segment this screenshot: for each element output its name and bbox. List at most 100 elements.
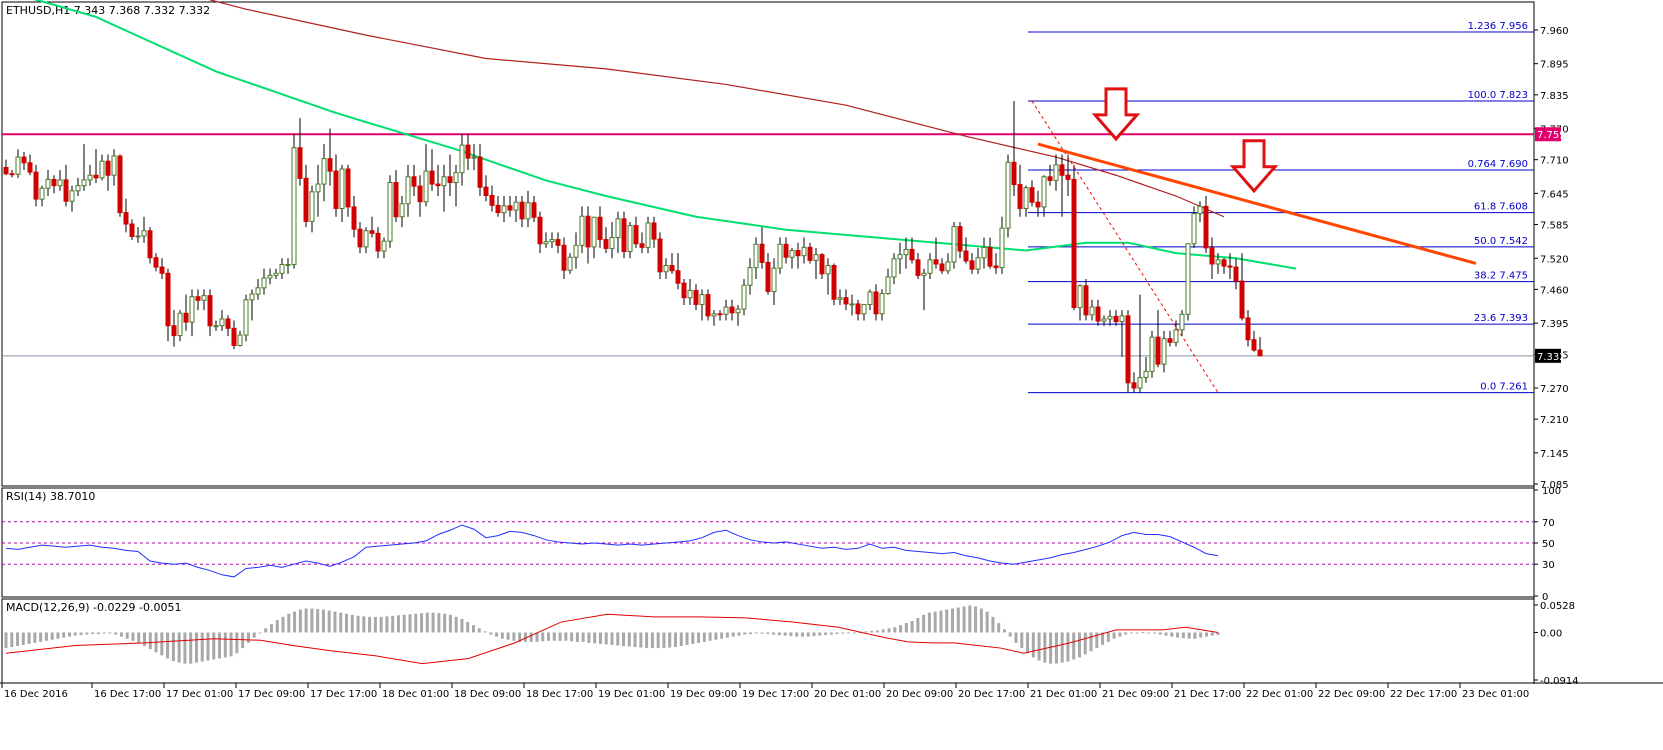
time-axis-label: 19 Dec 01:00 bbox=[598, 689, 665, 700]
price-panel: 7.9607.8957.8357.7707.7107.6457.5857.520… bbox=[2, 0, 1569, 491]
macd-histogram-bar bbox=[1187, 632, 1191, 639]
bearish-candle bbox=[171, 325, 177, 337]
bearish-candle bbox=[507, 205, 513, 211]
bearish-candle bbox=[207, 295, 213, 327]
bearish-candle bbox=[1083, 285, 1089, 316]
price-chart-title: ETHUSD,H1 7.343 7.368 7.332 7.332 bbox=[6, 4, 210, 17]
macd-histogram-bar bbox=[760, 632, 764, 634]
fib-level-label: 0.0 7.261 bbox=[1480, 382, 1528, 393]
macd-histogram-bar bbox=[627, 632, 631, 647]
bullish-candle bbox=[825, 265, 831, 275]
bearish-candle bbox=[1257, 349, 1263, 357]
price-axis-label: 7.960 bbox=[1540, 26, 1569, 37]
bullish-candle bbox=[255, 287, 261, 295]
macd-histogram-bar bbox=[189, 632, 193, 664]
bearish-candle bbox=[585, 215, 591, 248]
bearish-candle bbox=[225, 318, 231, 329]
bearish-candle bbox=[1251, 339, 1257, 351]
bearish-candle bbox=[1239, 280, 1245, 319]
bullish-candle bbox=[261, 277, 267, 289]
macd-histogram-bar bbox=[119, 632, 123, 637]
bullish-candle bbox=[423, 170, 429, 203]
price-axis-label: 7.145 bbox=[1540, 449, 1569, 460]
bearish-candle bbox=[729, 306, 735, 314]
macd-histogram-bar bbox=[939, 610, 943, 633]
bullish-candle bbox=[735, 308, 741, 314]
bullish-candle bbox=[1173, 329, 1179, 343]
bearish-candle bbox=[675, 270, 681, 284]
macd-histogram-bar bbox=[529, 632, 533, 642]
macd-histogram-bar bbox=[1054, 632, 1058, 664]
bearish-candle bbox=[1035, 201, 1041, 208]
macd-histogram-bar bbox=[875, 630, 879, 633]
macd-histogram-bar bbox=[795, 632, 799, 637]
bearish-candle bbox=[93, 174, 99, 179]
macd-histogram-bar bbox=[425, 612, 429, 633]
bullish-candle bbox=[1023, 187, 1029, 209]
macd-histogram-bar bbox=[50, 632, 54, 640]
macd-histogram-bar bbox=[754, 632, 758, 634]
bullish-candle bbox=[741, 284, 747, 310]
macd-histogram-bar bbox=[922, 614, 926, 633]
bullish-candle bbox=[615, 218, 621, 239]
macd-histogram-bar bbox=[1135, 632, 1139, 634]
macd-histogram-bar bbox=[125, 632, 129, 639]
bearish-candle bbox=[819, 254, 825, 275]
bearish-candle bbox=[651, 222, 657, 240]
macd-histogram-bar bbox=[610, 632, 614, 645]
bullish-candle bbox=[687, 289, 693, 299]
price-axis-label: 7.835 bbox=[1540, 91, 1569, 102]
time-axis-label: 21 Dec 01:00 bbox=[1030, 689, 1097, 700]
macd-histogram-bar bbox=[4, 632, 8, 649]
macd-histogram-bar bbox=[258, 632, 262, 634]
macd-histogram-bar bbox=[1060, 632, 1064, 663]
macd-histogram-bar bbox=[818, 632, 822, 636]
price-axis-label: 7.270 bbox=[1540, 384, 1569, 395]
bullish-candle bbox=[543, 241, 549, 245]
macd-histogram-bar bbox=[587, 632, 591, 643]
macd-histogram-bar bbox=[391, 615, 395, 633]
macd-histogram-bar bbox=[171, 632, 175, 662]
bullish-candle bbox=[1107, 315, 1113, 320]
macd-histogram-bar bbox=[414, 613, 418, 633]
bearish-candle bbox=[153, 257, 159, 268]
macd-histogram-bar bbox=[812, 632, 816, 637]
macd-histogram-bar bbox=[904, 623, 908, 633]
bullish-candle bbox=[39, 187, 45, 200]
time-axis-label: 19 Dec 09:00 bbox=[670, 689, 737, 700]
fib-level-label: 1.236 7.956 bbox=[1468, 21, 1528, 32]
time-axis-label: 18 Dec 09:00 bbox=[454, 689, 521, 700]
bearish-candle bbox=[345, 168, 351, 208]
bullish-candle bbox=[1215, 259, 1221, 265]
bullish-candle bbox=[513, 201, 519, 211]
bearish-candle bbox=[105, 160, 111, 176]
bullish-candle bbox=[315, 183, 321, 193]
bearish-candle bbox=[669, 265, 675, 272]
macd-histogram-bar bbox=[56, 632, 60, 639]
fib-level-label: 100.0 7.823 bbox=[1468, 90, 1528, 101]
bearish-candle bbox=[303, 177, 309, 222]
macd-histogram-bar bbox=[650, 632, 654, 649]
macd-histogram-bar bbox=[691, 632, 695, 644]
macd-histogram-bar bbox=[581, 632, 585, 642]
macd-histogram-bar bbox=[622, 632, 626, 646]
macd-histogram-bar bbox=[598, 632, 602, 644]
macd-title: MACD(12,26,9) -0.0229 -0.0051 bbox=[6, 601, 181, 614]
macd-histogram-bar bbox=[96, 632, 100, 635]
bearish-candle bbox=[657, 238, 663, 273]
time-axis-label: 17 Dec 17:00 bbox=[310, 689, 377, 700]
bullish-candle bbox=[135, 235, 141, 238]
macd-histogram-bar bbox=[852, 632, 856, 634]
fib-level-label: 23.6 7.393 bbox=[1474, 313, 1528, 324]
time-axis-label: 16 Dec 17:00 bbox=[94, 689, 161, 700]
macd-histogram-bar bbox=[437, 613, 441, 633]
fibonacci-base-line bbox=[1031, 100, 1219, 393]
time-axis-label: 22 Dec 09:00 bbox=[1318, 689, 1385, 700]
macd-histogram-bar bbox=[114, 632, 118, 635]
bullish-candle bbox=[975, 257, 981, 270]
bearish-candle bbox=[27, 162, 33, 173]
macd-histogram-bar bbox=[783, 632, 787, 636]
macd-histogram-bar bbox=[956, 607, 960, 633]
bearish-candle bbox=[831, 265, 837, 300]
bullish-candle bbox=[1149, 336, 1155, 372]
